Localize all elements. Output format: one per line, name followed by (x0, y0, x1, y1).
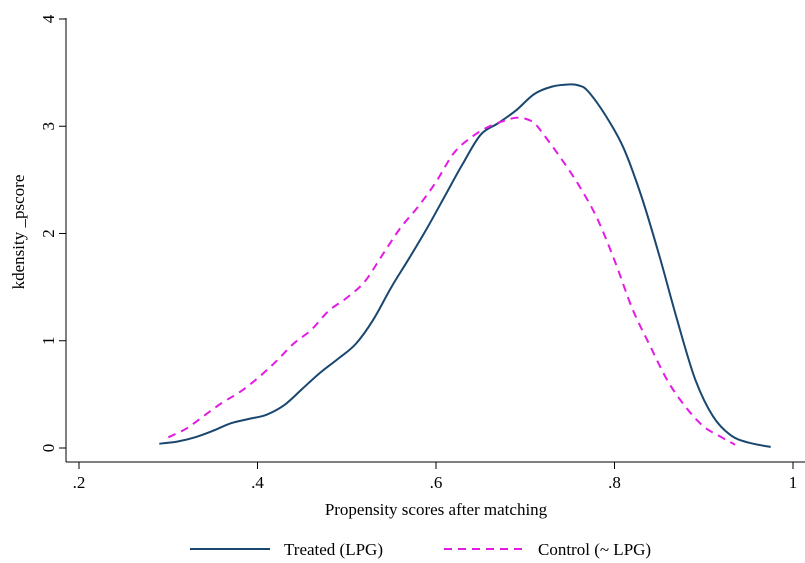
y-axis-title: kdensity _pscore (9, 175, 28, 290)
series-line-treated (159, 83, 771, 448)
plot-series (159, 83, 771, 448)
x-axis-ticks: .2 .4 .6 .8 1 (73, 462, 798, 492)
x-tick-label: .8 (608, 473, 621, 492)
x-tick-label: 1 (789, 473, 798, 492)
legend-label-control: Control (~ LPG) (538, 540, 651, 559)
y-tick-label: 1 (39, 337, 58, 346)
x-tick-label: .2 (73, 473, 86, 492)
x-tick-label: .4 (251, 473, 264, 492)
y-tick-label: 0 (39, 444, 58, 453)
y-axis-ticks: 0 1 2 3 4 (39, 14, 66, 452)
y-tick-label: 4 (39, 14, 58, 23)
y-tick-label: 2 (39, 229, 58, 238)
x-axis-title: Propensity scores after matching (325, 500, 548, 519)
x-tick-label: .6 (430, 473, 443, 492)
legend: Treated (LPG) Control (~ LPG) (190, 540, 651, 559)
y-tick-label: 3 (39, 122, 58, 131)
legend-label-treated: Treated (LPG) (284, 540, 383, 559)
